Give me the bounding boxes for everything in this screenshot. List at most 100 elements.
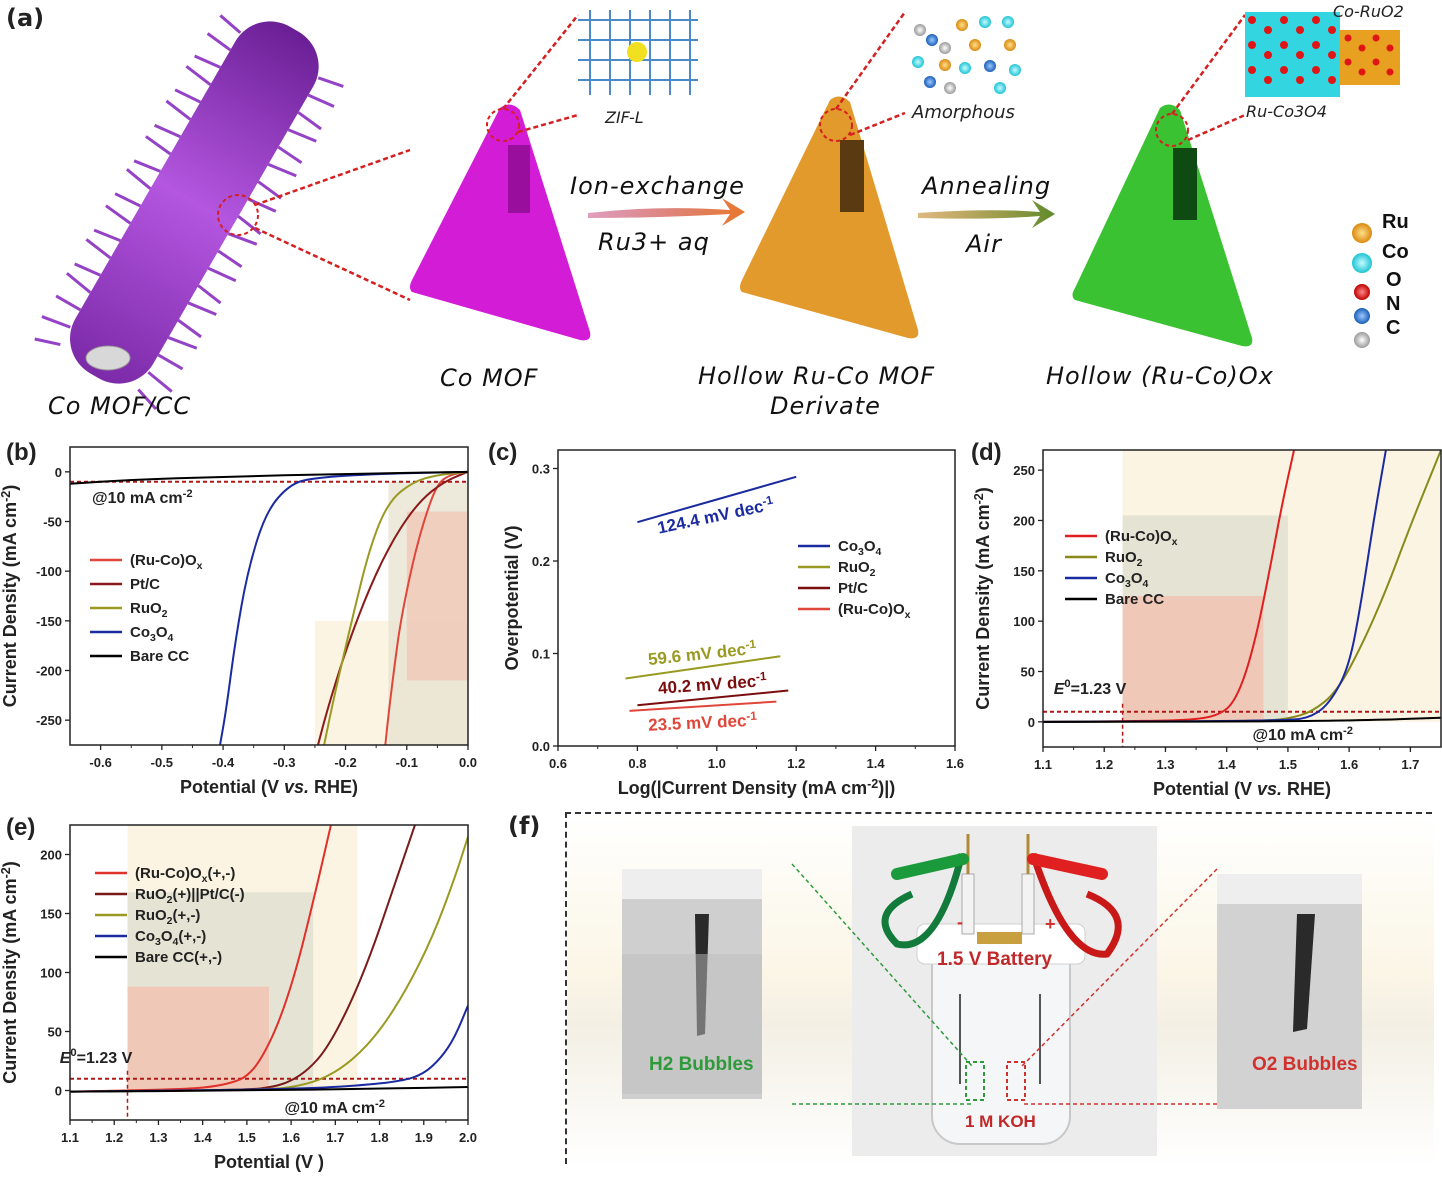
y-tick-label: -100	[36, 564, 62, 579]
slope-label: 59.6 mV dec-1​	[647, 637, 758, 670]
y-tick-label: 0.1	[532, 647, 550, 662]
legend-label-0: (Ru-Co)Ox​	[130, 552, 203, 572]
ru-co-mof-triangle	[740, 96, 919, 339]
panel-f-letter: (f)	[508, 812, 541, 840]
panel-letter: (e)	[6, 814, 35, 841]
legend-label-2: Pt/C	[838, 580, 868, 597]
chart-panel-d: (d) 1.1 1.2 1.3 1.4 1.5 1.6 1.7 0 50 100 150 200 250 P…	[971, 439, 1442, 799]
legend-label-2: RuO2​(+,-)	[135, 907, 200, 927]
x-tick-label: -0.4	[212, 755, 235, 770]
e0-label: E0​=1.23 V	[1054, 678, 1127, 698]
x-tick-label: 1.7	[326, 1130, 344, 1145]
battery-label: 1.5 V Battery	[937, 949, 1053, 970]
annotation-10ma: @10 mA cm-2​	[284, 1098, 385, 1117]
x-tick-label: -0.1	[396, 755, 418, 770]
carbon-cloth-end	[85, 345, 131, 371]
panel-letter: (b)	[6, 439, 37, 466]
legend-label-3: Co3O4​(+,-)	[135, 928, 206, 948]
x-tick-label: -0.3	[273, 755, 295, 770]
ru-co-ox-triangle	[1072, 104, 1253, 347]
stage-label-co-mof-cc: Co MOF/CC	[48, 392, 192, 420]
annealing-arrow	[918, 200, 1055, 228]
x-tick-label: 1.6	[282, 1130, 300, 1145]
shaded-region	[406, 511, 468, 681]
x-axis-label: Potential (V )	[214, 1152, 324, 1172]
y-axis-label: Overpotential (V)	[502, 525, 522, 670]
x-tick-label: 1.8	[371, 1130, 389, 1145]
slope-label: 23.5 mV dec-1​	[648, 709, 758, 735]
stage-label-ru-co-mof: Hollow Ru-Co MOF	[698, 362, 936, 390]
crystal-inset	[1245, 12, 1400, 97]
legend-label-3: Co3O4​	[130, 624, 174, 644]
y-tick-label: 0.0	[532, 739, 550, 754]
stage-label-ru-co-mof-line2: Derivate	[770, 392, 881, 420]
atom-co-icon	[1352, 253, 1372, 273]
shaded-region	[1122, 595, 1264, 722]
x-tick-label: 1.2	[1095, 757, 1113, 772]
co-mof-cc-rod	[34, 14, 344, 410]
y-axis-label: Current Density (mA cm-2​)	[0, 861, 20, 1084]
legend-label-1: RuO2​	[1105, 549, 1143, 569]
legend-label-0: (Ru-Co)Ox​	[1105, 528, 1178, 548]
x-tick-label: 1.3	[149, 1130, 167, 1145]
y-tick-label: -200	[36, 664, 62, 679]
x-tick-label: -0.2	[334, 755, 356, 770]
annotation-10ma: @10 mA cm-2​	[92, 488, 193, 507]
electrolysis-cell	[881, 834, 1122, 1145]
h2-electrode-inset	[622, 869, 762, 1099]
h2-bubbles-label: H2 Bubbles	[649, 1054, 754, 1075]
inset-label-co-ruo2: Co-RuO2	[1333, 2, 1404, 21]
panel-letter: (d)	[971, 439, 1002, 466]
y-tick-label: 250	[1013, 463, 1035, 478]
atom-o-icon	[1354, 284, 1370, 300]
series-line-3	[1043, 716, 1441, 723]
series-line-1	[317, 470, 468, 745]
atom-ru-icon	[1352, 223, 1372, 243]
plot-frame	[1042, 449, 1442, 748]
x-tick-label: 1.9	[415, 1130, 433, 1145]
inset-label-ru-co3o4: Ru-Co3O4	[1246, 102, 1327, 121]
shaded-region	[127, 986, 269, 1091]
annotation-10ma: @10 mA cm-2​	[1252, 725, 1353, 744]
y-tick-label: -250	[36, 713, 62, 728]
o2-bubbles-label: O2 Bubbles	[1252, 1054, 1358, 1075]
plus-terminal-label: +	[1045, 914, 1056, 934]
y-tick-label: 0	[1028, 715, 1035, 730]
zif-l-inset	[578, 10, 698, 95]
legend-label-3: Bare CC	[1105, 591, 1164, 608]
e0-label: E0​=1.23 V	[60, 1047, 133, 1067]
y-tick-label: -150	[36, 614, 62, 629]
x-tick-label: 1.5	[1279, 757, 1297, 772]
legend-label-0: Co3O4​	[838, 538, 882, 558]
panel-letter: (c)	[488, 439, 517, 466]
x-tick-label: 1.5	[238, 1130, 256, 1145]
y-tick-label: -50	[43, 515, 62, 530]
x-tick-label: 1.0	[708, 756, 726, 771]
chart-panel-c: (c)124.4 mV dec-1​59.6 mV dec-1​40.2 mV …	[488, 439, 964, 798]
legend-label-1: RuO2​	[838, 559, 876, 579]
stage-label-co-mof: Co MOF	[440, 364, 539, 392]
x-tick-label: 1.7	[1401, 757, 1419, 772]
y-tick-label: 200	[1013, 513, 1035, 528]
series-line-0	[384, 470, 468, 745]
y-axis-label: Current Density (mA cm-2​)	[0, 485, 20, 708]
y-tick-label: 50	[1021, 664, 1035, 679]
legend-label-3: (Ru-Co)Ox​	[838, 601, 911, 621]
chart-panel-b: (b) -0.6 -0.5 -0.4 -0.3 -0.2 -0.1 0.0 0 -50 -100 -1…	[0, 439, 477, 797]
atom-legend	[1352, 223, 1372, 348]
panel-a-schematic	[34, 10, 1400, 410]
inset-label-amorphous: Amorphous	[912, 102, 1015, 123]
x-tick-label: 1.4	[1218, 757, 1237, 772]
legend-label-4: Bare CC(+,-)	[135, 949, 222, 966]
x-tick-label: 1.6	[1340, 757, 1358, 772]
x-tick-label: 0.6	[549, 756, 567, 771]
legend-label-2: Co3O4​	[1105, 570, 1149, 590]
inset-label-zif-l: ZIF-L	[605, 108, 644, 127]
series-line-1	[625, 655, 781, 680]
y-axis-label: Current Density (mA cm-2​)	[972, 487, 993, 710]
y-tick-label: 100	[40, 966, 62, 981]
series-line-0	[637, 475, 797, 524]
atom-c-icon	[1354, 332, 1370, 348]
x-axis-label: Potential (V vs. RHE)	[180, 777, 358, 797]
slope-label: 40.2 mV dec-1​	[657, 669, 768, 698]
